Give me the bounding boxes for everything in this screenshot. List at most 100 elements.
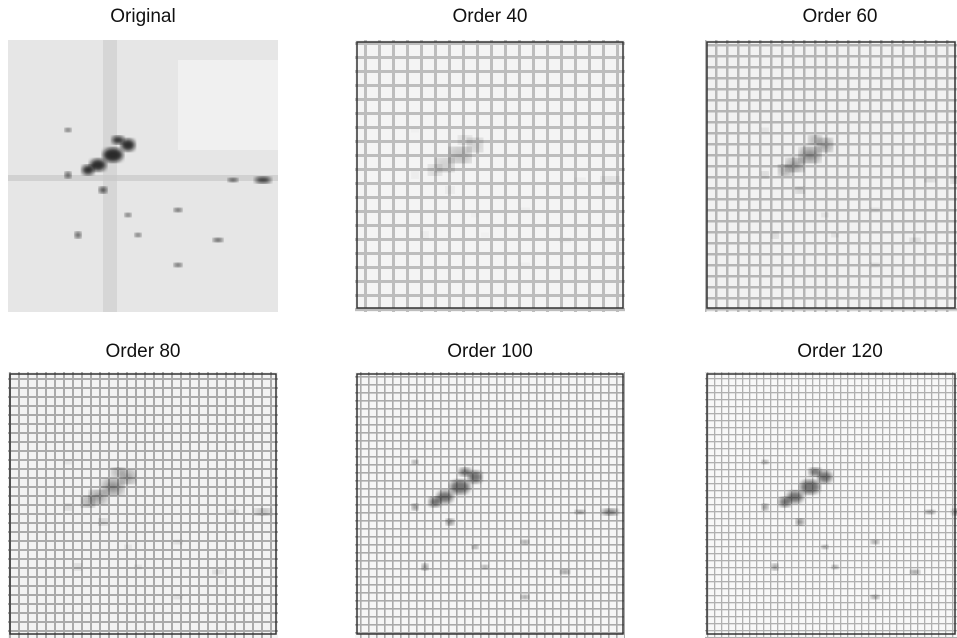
panel-image [8,40,278,312]
spot [103,480,123,494]
spot [560,238,570,242]
spot [925,178,935,182]
spot [174,263,182,267]
spot [602,509,618,515]
spot [82,497,94,507]
spot [762,172,768,178]
panel-image [355,372,625,638]
spot [213,570,223,574]
panel-title: Order 60 [803,6,878,27]
panel-title: Order 100 [447,341,533,362]
spot [99,187,107,193]
panel: Order 60 [705,6,957,312]
panel: Original [8,6,278,312]
panel: Order 40 [355,6,625,312]
spot [255,177,271,183]
spot [412,504,418,510]
spot [213,238,223,242]
reconstruction-grid [355,40,625,312]
spot [125,545,131,549]
reconstruction-grid [705,40,957,312]
spot [99,519,107,525]
spot [75,232,81,238]
spot [796,519,804,525]
spot [796,187,804,193]
spot [65,172,71,178]
spot [762,460,768,464]
spot [450,148,470,162]
spot [135,233,141,237]
spot [822,545,828,549]
spot [472,213,478,217]
spot [429,165,441,175]
spot [228,510,238,514]
spot [602,177,618,183]
spot [762,128,768,132]
spot [82,165,94,175]
spot [871,540,879,544]
spot [75,564,81,570]
spot [412,460,418,464]
panel-image [8,372,278,638]
spot [65,128,71,132]
spot [521,263,529,267]
spot [412,128,418,132]
spot [446,519,454,525]
spot [521,540,529,544]
spot [482,233,488,237]
spot [809,136,821,144]
figure: Original Order 40 Order 60 Order 80 Order 10… [0,0,957,638]
spot [560,570,570,574]
spot [482,565,488,569]
spot [174,595,182,599]
spot [832,565,838,569]
panel-title: Order 40 [453,6,528,27]
spot [575,510,585,514]
spot [779,165,791,175]
spot [800,148,820,162]
panel-image [705,40,957,312]
reconstruction-grid [8,372,278,638]
spot [762,504,768,510]
spot [422,232,428,238]
spot [521,595,529,599]
spot [174,208,182,212]
panel-title: Order 120 [797,341,883,362]
panel: Order 120 [705,341,957,638]
spot [779,497,791,507]
spot [255,509,271,515]
spot [174,540,182,544]
spot [459,136,471,144]
spot [446,187,454,193]
spot [910,238,920,242]
spot [472,545,478,549]
spot [521,208,529,212]
spot [871,208,879,212]
panel-title: Order 80 [106,341,181,362]
spot [832,233,838,237]
spot [65,504,71,510]
spot [575,178,585,182]
spot [910,570,920,574]
spot [429,497,441,507]
spot [800,480,820,494]
spot [809,468,821,476]
panel: Order 80 [8,341,278,638]
reconstruction-grid [705,372,957,638]
spot [112,136,124,144]
spot [871,595,879,599]
spot [822,213,828,217]
panel-image [355,40,625,312]
spot [422,564,428,570]
spot [450,480,470,494]
spot [925,510,935,514]
page: Original Order 40 Order 60 Order 80 Order 10… [0,0,957,638]
reconstruction-grid [355,372,625,638]
panel-title: Original [110,6,175,27]
spot [103,148,123,162]
spot [412,172,418,178]
panel: Order 100 [355,341,625,638]
panel-image [705,372,957,638]
spot [125,213,131,217]
spot [772,564,778,570]
